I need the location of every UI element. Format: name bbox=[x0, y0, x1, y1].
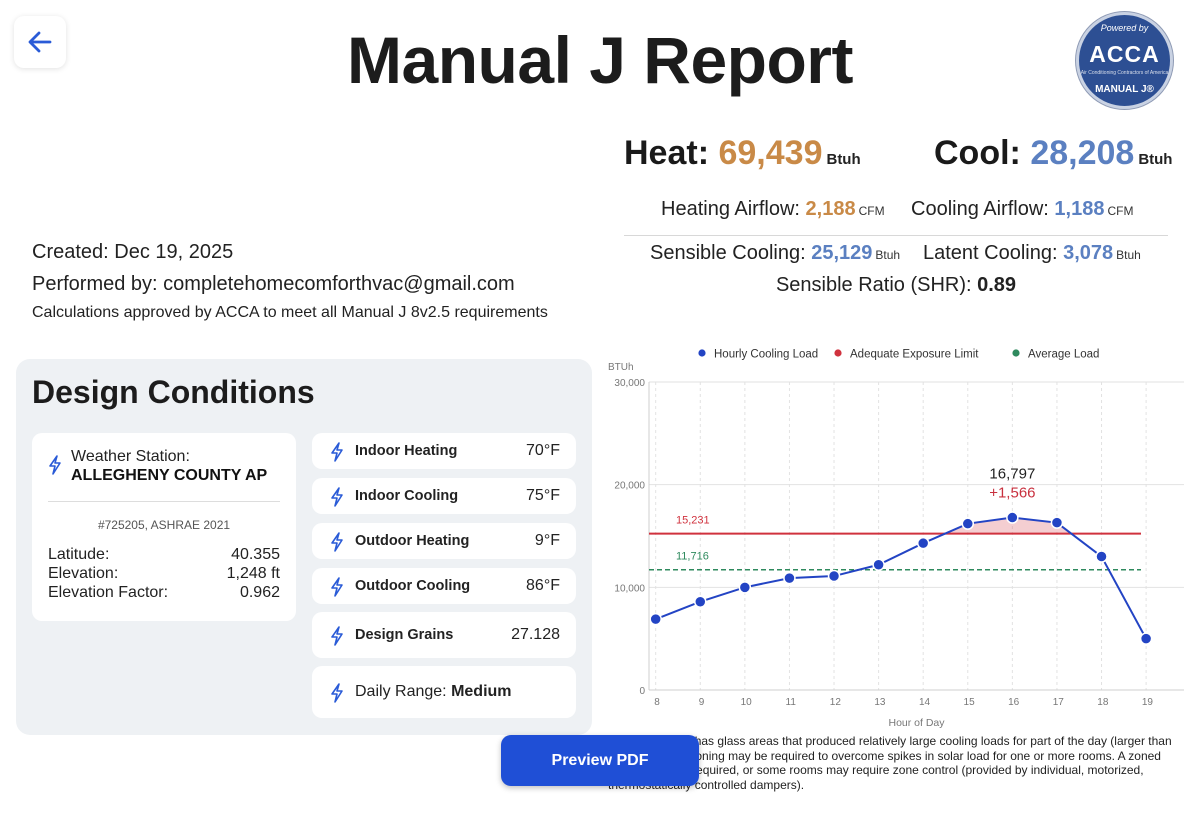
weather-station-label: Weather Station: bbox=[71, 448, 190, 465]
preview-pdf-button[interactable]: Preview PDF bbox=[501, 735, 699, 786]
design-conditions-title: Design Conditions bbox=[32, 374, 315, 410]
elevation-row: Elevation: 1,248 ft bbox=[48, 565, 280, 582]
heat-load: Heat: 69,439 Btuh bbox=[624, 134, 861, 172]
cooling-load-line bbox=[655, 516, 1147, 640]
created-date: Created: Dec 19, 2025 bbox=[32, 241, 234, 263]
condition-outdoor-cooling: Outdoor Cooling 86°F bbox=[312, 568, 576, 604]
peak-value-label: 16,797 bbox=[989, 466, 1035, 483]
weather-station-card: Weather Station: ALLEGHENY COUNTY AP #72… bbox=[32, 433, 296, 621]
y-axis-label: BTUh bbox=[608, 362, 634, 373]
cool-load: Cool: 28,208 Btuh bbox=[934, 134, 1173, 172]
design-conditions-panel: Design Conditions Weather Station: ALLEG… bbox=[16, 359, 592, 735]
lightning-icon bbox=[331, 683, 343, 703]
x-tick-label: 8 bbox=[654, 697, 660, 708]
performed-by: Performed by: completehomecomforthvac@gm… bbox=[32, 273, 515, 295]
data-point bbox=[783, 571, 796, 585]
x-tick-label: 10 bbox=[741, 697, 753, 708]
latitude-row: Latitude: 40.355 bbox=[48, 546, 280, 563]
lightning-icon bbox=[331, 532, 343, 552]
data-point bbox=[961, 517, 975, 530]
lightning-icon bbox=[331, 487, 343, 507]
data-point bbox=[827, 569, 841, 583]
approval-note: Calculations approved by ACCA to meet al… bbox=[32, 304, 548, 321]
data-point bbox=[649, 612, 662, 626]
y-tick-label: 20,000 bbox=[614, 481, 645, 492]
divider bbox=[624, 235, 1168, 236]
data-point bbox=[1095, 550, 1108, 563]
data-point bbox=[694, 595, 707, 608]
y-tick-label: 10,000 bbox=[614, 583, 645, 594]
x-tick-label: 9 bbox=[699, 697, 705, 708]
lightning-icon bbox=[49, 455, 61, 475]
legend-marker bbox=[834, 349, 842, 357]
peak-delta-label: +1,566 bbox=[989, 485, 1035, 502]
legend-marker bbox=[1012, 349, 1020, 357]
legend-label: Hourly Cooling Load bbox=[714, 349, 818, 361]
legend-marker bbox=[698, 349, 706, 357]
chart-note: This application has glass areas that pr… bbox=[608, 734, 1172, 792]
load-summary: Heat: 69,439 Btuh Cool: 28,208 Btuh bbox=[624, 134, 1184, 178]
data-point bbox=[1050, 516, 1064, 529]
x-tick-label: 16 bbox=[1008, 697, 1020, 708]
data-point bbox=[738, 581, 752, 594]
y-tick-label: 0 bbox=[639, 686, 645, 697]
lightning-icon bbox=[331, 577, 343, 597]
x-axis-label: Hour of Day bbox=[888, 717, 945, 729]
exposure-limit-label: 15,231 bbox=[676, 515, 710, 527]
condition-indoor-heating: Indoor Heating 70°F bbox=[312, 433, 576, 469]
condition-design-grains: Design Grains 27.128 bbox=[312, 612, 576, 658]
data-point bbox=[1006, 511, 1019, 524]
weather-station-name: ALLEGHENY COUNTY AP bbox=[71, 467, 268, 484]
condition-indoor-cooling: Indoor Cooling 75°F bbox=[312, 478, 576, 514]
x-tick-label: 18 bbox=[1097, 697, 1109, 708]
legend-label: Average Load bbox=[1028, 349, 1099, 361]
station-id: #725205, ASHRAE 2021 bbox=[97, 518, 231, 532]
cool-value: 28,208 bbox=[1030, 134, 1135, 172]
sensible-ratio: Sensible Ratio (SHR): 0.89 bbox=[775, 274, 1017, 296]
back-button[interactable] bbox=[14, 16, 66, 68]
x-tick-label: 13 bbox=[874, 697, 886, 708]
heating-airflow: Heating Airflow: 2,188 CFM bbox=[661, 198, 885, 220]
arrow-left-icon bbox=[28, 31, 52, 53]
lightning-icon bbox=[331, 442, 343, 462]
cooling-airflow: Cooling Airflow: 1,188 CFM bbox=[911, 198, 1134, 220]
x-tick-label: 17 bbox=[1053, 697, 1065, 708]
hourly-cooling-load-chart: Hourly Cooling Load Adequate Exposure Lim… bbox=[608, 349, 1184, 729]
data-point bbox=[1139, 632, 1153, 645]
latent-cooling: Latent Cooling: 3,078 Btuh bbox=[923, 242, 1141, 264]
acca-logo: Powered by ACCA Air Conditioning Contrac… bbox=[1076, 12, 1173, 109]
sensible-cooling: Sensible Cooling: 25,129 Btuh bbox=[650, 242, 901, 264]
heat-value: 69,439 bbox=[718, 134, 823, 172]
x-tick-label: 12 bbox=[830, 697, 842, 708]
condition-outdoor-heating: Outdoor Heating 9°F bbox=[312, 523, 576, 559]
page-title: Manual J Report bbox=[347, 23, 853, 97]
x-tick-label: 19 bbox=[1142, 697, 1154, 708]
x-tick-label: 14 bbox=[919, 697, 931, 708]
x-tick-label: 15 bbox=[964, 697, 976, 708]
report-meta: Created: Dec 19, 2025 Performed by: comp… bbox=[32, 236, 548, 326]
legend-label: Adequate Exposure Limit bbox=[850, 349, 979, 361]
lightning-icon bbox=[331, 626, 343, 646]
elevation-factor-row: Elevation Factor: 0.962 bbox=[48, 584, 280, 601]
data-point bbox=[916, 536, 930, 550]
average-load-label: 11,716 bbox=[676, 551, 709, 563]
y-tick-label: 30,000 bbox=[614, 378, 645, 389]
x-tick-label: 11 bbox=[786, 697, 797, 708]
condition-daily-range: Daily Range: Medium bbox=[312, 666, 576, 718]
data-point bbox=[872, 558, 885, 571]
